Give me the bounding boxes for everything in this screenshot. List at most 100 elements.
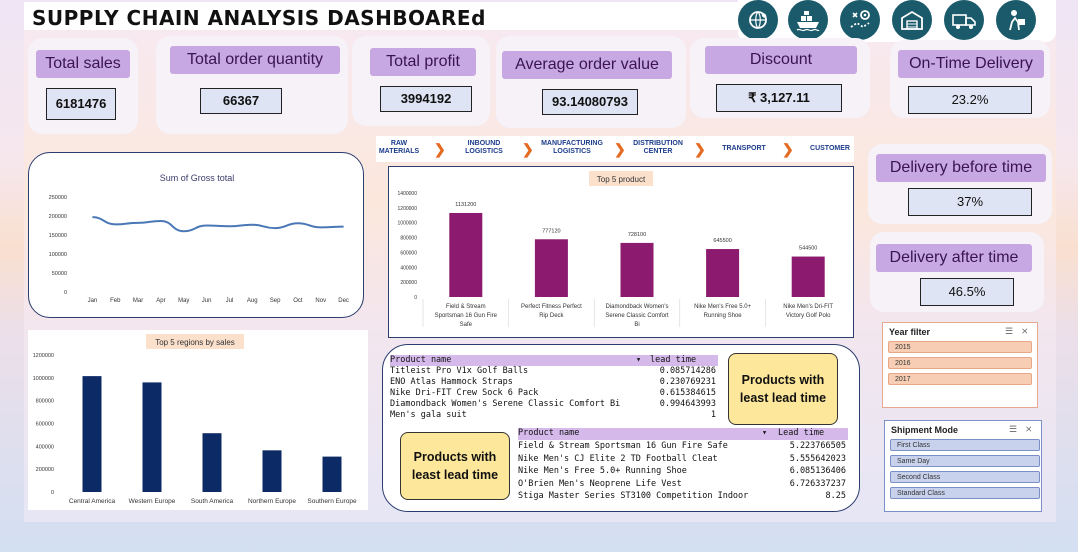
filter-dropdown-icon[interactable]: ▾	[762, 428, 768, 438]
cell-lead-time: 6.726337237	[789, 478, 846, 489]
bar-product	[706, 249, 740, 297]
year-filter-slicer: Year filter ☰ ⨯ 2015 2016 2017	[882, 322, 1038, 408]
delivery-person-icon	[996, 0, 1036, 40]
gross-total-line-chart: Sum of Gross total 0 50000 100000 150000 2000…	[49, 173, 349, 304]
multi-select-icon[interactable]: ☰	[1009, 424, 1018, 434]
year-filter-item-2015[interactable]: 2015	[888, 341, 1032, 353]
y-tick-label: 250000	[49, 195, 67, 201]
icon-strip	[738, 0, 1056, 42]
x-tick-label: Serene Classic Comfort	[605, 313, 669, 319]
column-header-product-name: Product name	[518, 428, 580, 438]
cargo-ship-icon	[788, 0, 828, 40]
kpi-card-on-time-delivery: On-Time Delivery 23.2%	[890, 40, 1050, 118]
cell-product: Diamondback Women's Serene Classic Comfo…	[390, 399, 621, 409]
multi-select-icon[interactable]: ☰	[1005, 326, 1014, 336]
chart-title: Sum of Gross total	[160, 173, 235, 183]
shipment-mode-second-class[interactable]: Second Class	[890, 471, 1040, 483]
lead-time-table-top: Product name ▾ lead time Titleist Pro V1…	[390, 355, 718, 421]
supply-chain-steps: RAW MATERIALS ❯ INBOUND LOGISTICS ❯ MANUFA…	[376, 136, 854, 162]
filter-dropdown-icon[interactable]: ▾	[636, 355, 642, 365]
x-tick-label: Sportsman 16 Gun Fire	[435, 313, 498, 319]
bar-region	[262, 450, 282, 492]
table-row: ENO Atlas Hammock Straps 0.230769231	[390, 377, 718, 388]
route-map-icon	[840, 0, 880, 40]
kpi-title-average-order-value: Average order value	[502, 51, 672, 79]
x-tick-label: Nike Men's Free 5.0+	[694, 304, 751, 310]
y-tick-label: 200000	[36, 467, 54, 473]
kpi-value-discount: ₹ 3,127.11	[716, 84, 842, 112]
y-tick-label: 800000	[36, 399, 54, 405]
chevron-right-icon: ❯	[434, 141, 446, 157]
table-row: Nike Men's Free 5.0+ Running Shoe 6.08513…	[518, 465, 848, 478]
gross-total-line-chart-panel: Sum of Gross total 0 50000 100000 150000 2000…	[28, 152, 364, 318]
x-tick-label: Jan	[88, 298, 98, 304]
x-tick-label: Jul	[226, 298, 234, 304]
shipment-mode-standard-class[interactable]: Standard Class	[890, 487, 1040, 499]
x-tick-label: Western Europe	[129, 498, 176, 505]
kpi-value-total-order-quantity: 66367	[200, 88, 282, 114]
column-header-lead-time: lead time	[650, 355, 697, 365]
x-tick-label: Feb	[110, 298, 121, 304]
callout-least-lead-time-top: Products with least lead time	[728, 353, 838, 425]
top-regions-bar-chart: Top 5 regions by sales 0 200000 400000 60000…	[33, 334, 357, 505]
year-filter-item-2016[interactable]: 2016	[888, 357, 1032, 369]
x-tick-label: Rip Deck	[539, 313, 564, 319]
chain-step-transport: TRANSPORT	[722, 145, 766, 152]
x-tick-label: Perfect Fitness Perfect	[521, 304, 582, 310]
table-header-row: Product name ▾ lead time	[390, 355, 718, 366]
cell-product: Nike Men's Free 5.0+ Running Shoe	[518, 466, 687, 476]
kpi-title-total-sales: Total sales	[36, 50, 130, 78]
kpi-card-delivery-after-time: Delivery after time 46.5%	[870, 232, 1044, 312]
kpi-value-delivery-before-time: 37%	[908, 188, 1032, 216]
cell-product: Field & Stream Sportsman 16 Gun Fire Saf…	[518, 441, 728, 451]
x-tick-label: Central America	[69, 498, 116, 505]
y-tick-label: 600000	[400, 250, 417, 256]
x-tick-label: Bi	[634, 322, 639, 328]
top-regions-chart-panel: Top 5 regions by sales 0 200000 400000 60000…	[28, 330, 368, 510]
cell-lead-time: 8.25	[825, 491, 846, 501]
delivery-truck-icon	[944, 0, 984, 40]
cell-product: Nike Men's CJ Elite 2 TD Football Cleat	[518, 453, 718, 464]
x-tick-label: Diamondback Women's	[605, 304, 668, 310]
kpi-card-total-profit: Total profit 3994192	[352, 36, 490, 126]
bar-region	[82, 376, 102, 492]
chain-step-line2: MATERIALS	[378, 148, 420, 155]
kpi-value-total-profit: 3994192	[380, 86, 472, 112]
shipment-mode-same-day[interactable]: Same Day	[890, 455, 1040, 467]
shipment-mode-first-class[interactable]: First Class	[890, 439, 1040, 451]
clear-filter-icon[interactable]: ⨯	[1021, 326, 1029, 336]
y-tick-label: 0	[64, 290, 67, 296]
top-products-chart-panel: Top 5 product 0 200000 400000 600000 800000 10…	[388, 166, 854, 338]
chain-step-line2: CENTER	[643, 148, 673, 155]
data-label: 1131200	[455, 202, 476, 208]
x-tick-label: May	[178, 298, 189, 304]
chain-step-inbound-logistics: INBOUND LOGISTICS	[458, 140, 510, 156]
chain-step-line2: LOGISTICS	[465, 148, 503, 155]
cell-product: O'Brien Men's Neoprene Life Vest	[518, 478, 682, 489]
kpi-value-average-order-value: 93.14080793	[542, 89, 638, 115]
table-header-row: Product name ▾ Lead time	[518, 428, 848, 440]
x-tick-label: Apr	[156, 298, 165, 304]
clear-filter-icon[interactable]: ⨯	[1025, 424, 1033, 434]
x-tick-label: Safe	[460, 322, 473, 328]
table-row: Diamondback Women's Serene Classic Comfo…	[390, 399, 718, 410]
cell-product: Stiga Master Series ST3100 Competition I…	[518, 491, 749, 501]
x-tick-label: Aug	[247, 298, 258, 304]
chart-title-bg	[589, 171, 653, 186]
x-tick-label: Southern Europe	[307, 498, 357, 505]
x-tick-label: Victory Golf Polo	[786, 313, 831, 319]
x-tick-label: Mar	[133, 298, 143, 304]
chain-step-line1: INBOUND	[467, 140, 501, 147]
year-filter-item-2017[interactable]: 2017	[888, 373, 1032, 385]
bar-region	[322, 456, 342, 492]
y-tick-label: 1200000	[33, 353, 54, 359]
cell-lead-time: 0.615384615	[659, 388, 716, 398]
y-tick-label: 400000	[400, 265, 417, 271]
y-tick-label: 0	[51, 490, 54, 496]
kpi-value-total-sales: 6181476	[46, 88, 116, 120]
cell-product: Men's gala suit	[390, 410, 467, 420]
chain-step-customer: CUSTOMER	[810, 145, 850, 152]
shipment-mode-slicer: Shipment Mode ☰ ⨯ First Class Same Day S…	[884, 420, 1042, 512]
table-row: O'Brien Men's Neoprene Life Vest 6.726337…	[518, 478, 848, 491]
chevron-right-icon: ❯	[694, 141, 706, 157]
